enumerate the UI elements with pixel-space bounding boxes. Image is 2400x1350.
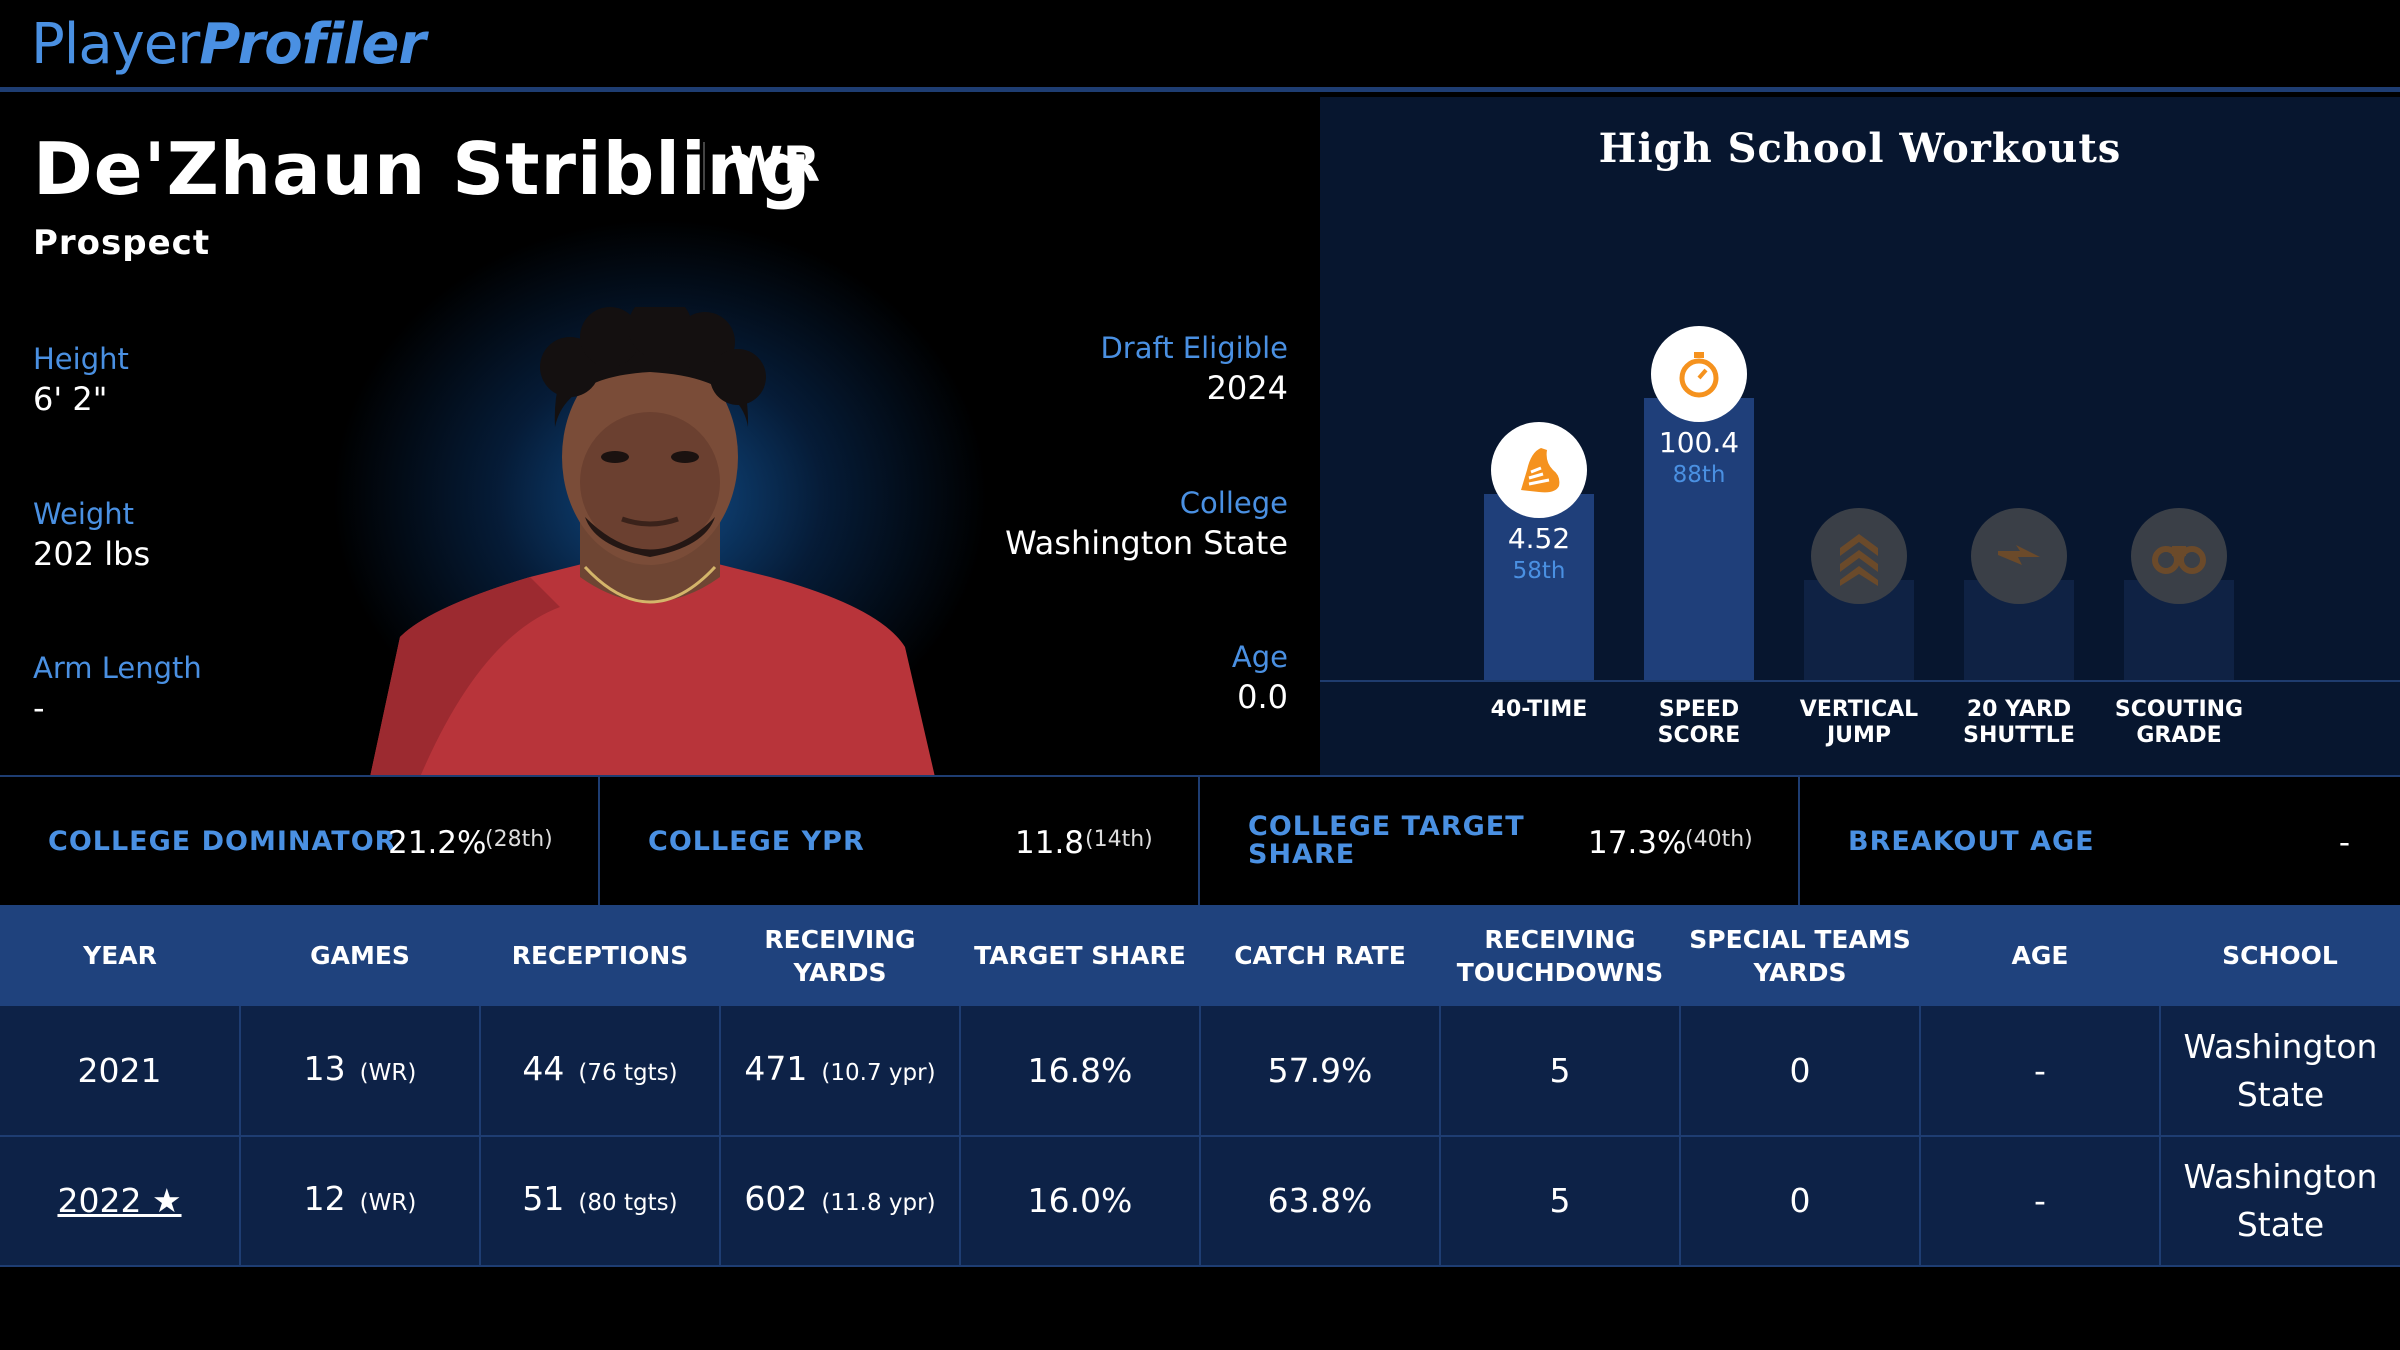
table-row: 2021 13 (WR) 44 (76 tgts) 471 (10.7 ypr) 16… [0,1006,2400,1137]
lightning-icon [1971,508,2067,604]
draft-eligible-value: 2024 [1206,369,1288,407]
player-profile-panel: De'Zhaun Stribling WR Prospect Height 6'… [0,97,1320,775]
cell-special-teams-yards: 0 [1680,1136,1921,1267]
cell-target-share: 16.0% [960,1136,1201,1267]
player-name: De'Zhaun Stribling [33,127,812,211]
weight-label: Weight [33,497,135,531]
cell-school: Washington State [2160,1006,2400,1137]
cell-receptions: 44 (76 tgts) [480,1006,721,1137]
cell-special-teams-yards: 0 [1680,1006,1921,1137]
bar-percentile-40-time: 58th [1512,558,1566,585]
high-school-workouts-panel: High School Workouts 4.52 58th 40-TIME 1… [1320,97,2400,775]
cell-games: 13 (WR) [240,1006,481,1137]
header-games[interactable]: GAMES [240,905,480,1006]
college-stats-table: YEAR GAMES RECEPTIONS RECEIVING YARDS TA… [0,905,2400,1267]
metric-college-target-share: COLLEGE TARGET SHARE 17.3% (40th) [1200,777,1800,907]
cell-age: - [1920,1136,2161,1267]
name-divider [703,142,705,190]
player-position: WR [730,137,820,193]
height-label: Height [33,342,129,376]
college-metrics-row: COLLEGE DOMINATOR 21.2% (28th) COLLEGE Y… [0,775,2400,907]
header-receiving-yards[interactable]: RECEIVING YARDS [720,905,960,1006]
draft-eligible-label: Draft Eligible [1100,331,1288,365]
cell-target-share: 16.8% [960,1006,1201,1137]
header-special-teams-yards[interactable]: SPECIAL TEAMS YARDS [1680,905,1920,1006]
metric-college-ypr: COLLEGE YPR 11.8 (14th) [600,777,1200,907]
height-value: 6' 2" [33,380,108,418]
player-photo [370,307,935,775]
running-shoe-icon [1491,422,1587,519]
header-school[interactable]: SCHOOL [2160,905,2400,1006]
cell-catch-rate: 63.8% [1200,1136,1441,1267]
stopwatch-icon [1651,326,1747,423]
bar-speed-score [1644,398,1754,680]
bar-value-40-time: 4.52 [1507,522,1571,556]
cell-school: Washington State [2160,1136,2400,1267]
chevrons-up-icon [1811,508,1907,604]
header-year[interactable]: YEAR [0,905,240,1006]
header-age[interactable]: AGE [1920,905,2160,1006]
bar-label-40-time: 40-TIME [1490,697,1588,722]
weight-value: 202 lbs [33,535,151,573]
metric-breakout-age: BREAKOUT AGE - [1848,825,2350,861]
header-catch-rate[interactable]: CATCH RATE [1200,905,1440,1006]
cell-receiving-yards: 602 (11.8 ypr) [720,1136,961,1267]
table-header-row: YEAR GAMES RECEPTIONS RECEIVING YARDS TA… [0,905,2400,1006]
brand-logo[interactable]: PlayerProfiler [31,12,426,77]
cell-receiving-yards: 471 (10.7 ypr) [720,1006,961,1137]
bar-label-speed-score: SPEED SCORE [1657,697,1741,748]
cell-year-link[interactable]: 2022 ★ [0,1136,241,1267]
binoculars-icon [2131,508,2227,604]
header-target-share[interactable]: TARGET SHARE [960,905,1200,1006]
cell-catch-rate: 57.9% [1200,1006,1441,1137]
bar-label-scouting-grade: SCOUTING GRADE [2114,697,2244,748]
header-receptions[interactable]: RECEPTIONS [480,905,720,1006]
bar-percentile-speed-score: 88th [1672,462,1726,489]
metric-college-dominator: COLLEGE DOMINATOR 21.2% (28th) [0,777,600,907]
table-row: 2022 ★ 12 (WR) 51 (80 tgts) 602 (11.8 ypr) … [0,1136,2400,1267]
cell-receiving-touchdowns: 5 [1440,1136,1681,1267]
bar-40-time [1484,494,1594,680]
top-bar: PlayerProfiler [0,0,2400,92]
arm-length-label: Arm Length [33,651,202,685]
arm-length-value: - [33,689,45,727]
workouts-title: High School Workouts [1598,125,2122,172]
age-label: Age [1231,640,1288,674]
cell-year: 2021 [0,1006,241,1137]
player-status: Prospect [33,223,211,263]
age-value: 0.0 [1237,678,1288,716]
cell-age: - [1920,1006,2161,1137]
bar-label-vertical-jump: VERTICAL JUMP [1799,697,1919,748]
bar-value-speed-score: 100.4 [1658,426,1740,460]
college-label: College [1179,486,1288,520]
cell-receiving-touchdowns: 5 [1440,1006,1681,1137]
header-receiving-touchdowns[interactable]: RECEIVING TOUCHDOWNS [1440,905,1680,1006]
cell-games: 12 (WR) [240,1136,481,1267]
chart-baseline [1320,680,2400,682]
cell-receptions: 51 (80 tgts) [480,1136,721,1267]
college-value: Washington State [1005,524,1288,562]
bar-label-20-yard-shuttle: 20 YARD SHUTTLE [1963,697,2075,748]
